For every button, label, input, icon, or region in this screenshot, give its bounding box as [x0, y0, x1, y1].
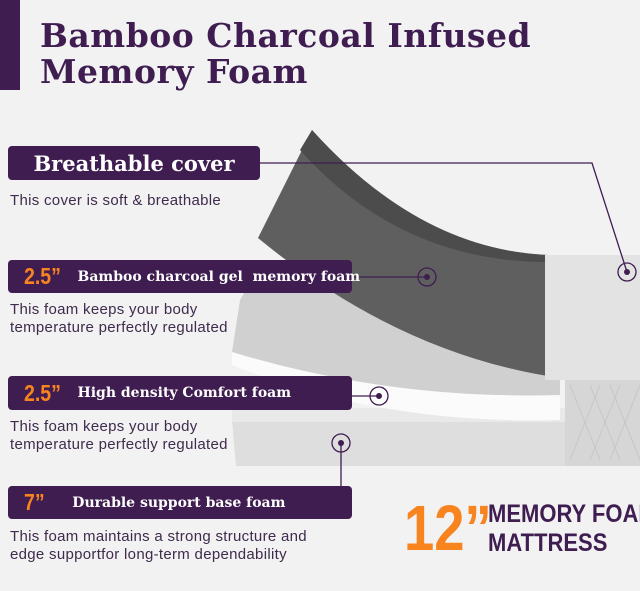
text-line: temperature perfectly regulated	[10, 319, 228, 336]
text-line: MEMORY FOAM	[488, 500, 640, 528]
title-accent-bar	[0, 0, 20, 90]
annotation-markers	[331, 262, 637, 453]
layer-label-cover: Breathable cover	[8, 146, 260, 180]
text-line: MATTRESS	[488, 529, 608, 557]
text-line: This foam keeps your body	[10, 418, 198, 435]
layer-desc-comfort-foam: This foam keeps your body temperature per…	[10, 418, 228, 454]
layer-label-base-foam: 7” Durable support base foam	[8, 486, 352, 519]
comfort-foam-layer	[232, 350, 560, 421]
text-line: This foam keeps your body	[10, 301, 198, 318]
label-text: Durable support base foam	[72, 494, 286, 511]
label-text: Breathable cover	[33, 150, 235, 176]
text-line: This cover is soft & breathable	[10, 192, 222, 209]
mattress-type: MEMORY FOAM MATTRESS	[488, 500, 640, 558]
text-line: This foam maintains a strong structure a…	[10, 528, 307, 545]
layer-desc-gel-foam: This foam keeps your body temperature per…	[10, 301, 228, 337]
page-title: Bamboo Charcoal Infused Memory Foam	[40, 18, 531, 90]
layer-desc-cover: This cover is soft & breathable	[10, 192, 221, 210]
thickness: 2.5”	[24, 263, 61, 289]
text-line: edge supportfor long-term dependability	[10, 546, 287, 563]
text-line: temperature perfectly regulated	[10, 436, 228, 453]
layer-label-comfort-foam: 2.5” High density Comfort foam	[8, 376, 352, 410]
title-line-1: Bamboo Charcoal Infused	[40, 16, 532, 55]
cover-side	[545, 255, 640, 380]
label-text: Bamboo charcoal gel memory foam	[77, 268, 361, 285]
total-thickness: 12”	[404, 492, 492, 564]
thickness: 7”	[24, 489, 45, 515]
thickness: 2.5”	[24, 379, 61, 406]
label-text: High density Comfort foam	[77, 385, 292, 401]
layer-label-gel-foam: 2.5” Bamboo charcoal gel memory foam	[8, 260, 360, 293]
layer-desc-base-foam: This foam maintains a strong structure a…	[10, 528, 307, 564]
base-foam-layer	[232, 420, 640, 466]
charcoal-foam-top	[258, 130, 560, 378]
title-line-2: Memory Foam	[40, 52, 308, 91]
